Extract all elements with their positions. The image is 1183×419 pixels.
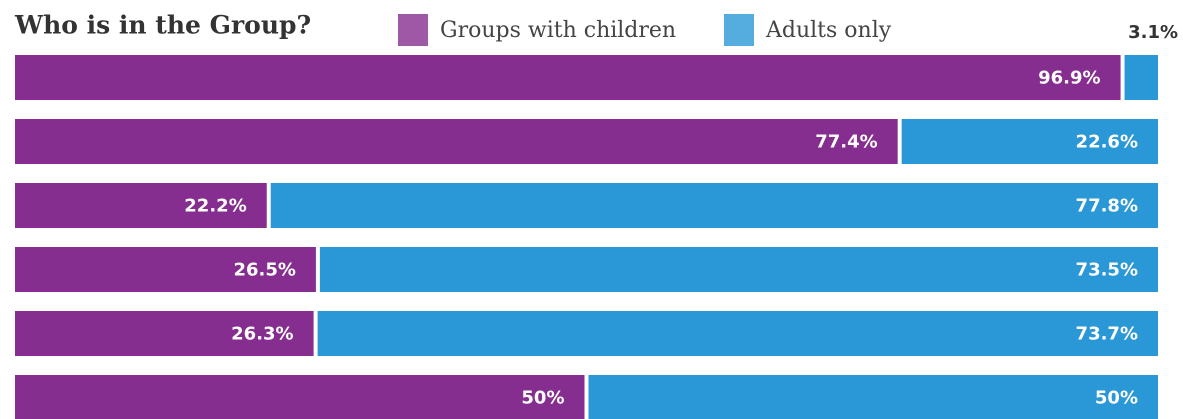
chart-title: Who is in the Group? [14,11,311,40]
bar-segment [15,375,585,419]
bar-segment [15,55,1121,100]
value-label: 96.9% [1038,68,1100,89]
value-label: 50% [521,388,564,409]
value-label: 3.1% [1128,22,1178,43]
value-label: 22.6% [1076,132,1138,153]
legend-swatch [724,14,754,46]
bar-segment [317,311,1158,356]
legend-label: Groups with children [440,18,676,43]
bar-segment [15,119,898,164]
legend-swatch [398,14,428,46]
bar-segment [15,247,316,292]
value-label: 26.5% [233,260,295,281]
bar-segment [319,247,1158,292]
bar-segment [1124,55,1158,100]
value-label: 77.4% [815,132,877,153]
value-label: 73.5% [1076,260,1138,281]
legend-label: Adults only [765,18,892,43]
bar-segment [15,183,267,228]
value-label: 22.2% [184,196,246,217]
bar-segment [15,311,314,356]
value-label: 73.7% [1076,324,1138,345]
bar-segment [588,375,1158,419]
value-label: 26.3% [231,324,293,345]
value-label: 77.8% [1076,196,1138,217]
bar-segment [901,119,1158,164]
value-label: 50% [1095,388,1138,409]
bar-segment [270,183,1159,228]
